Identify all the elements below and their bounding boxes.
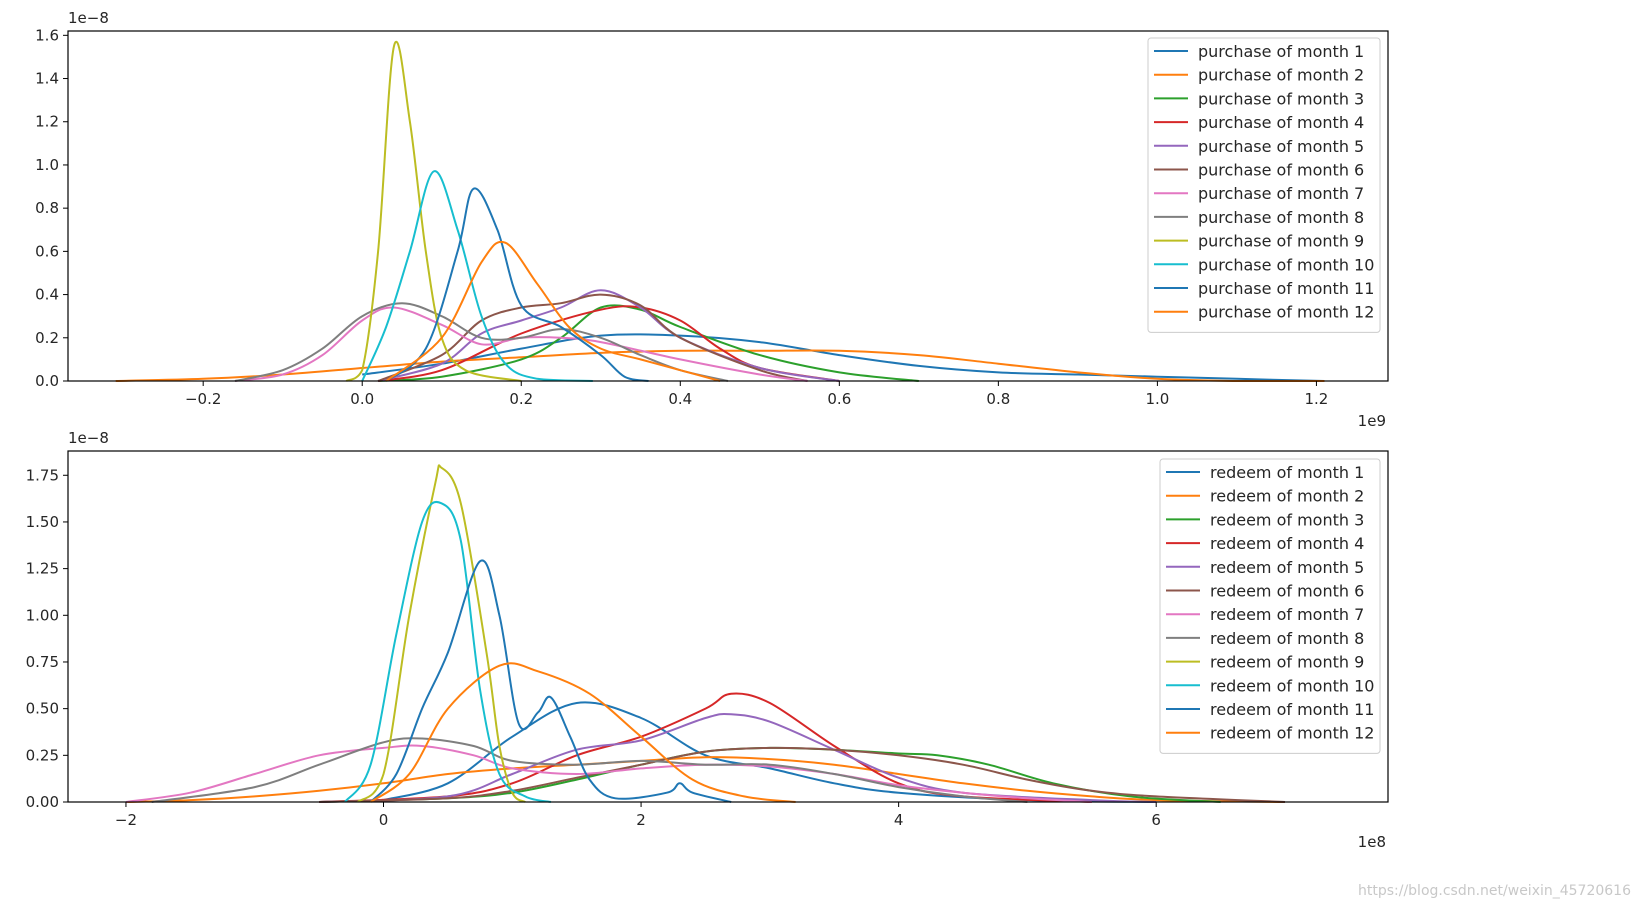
legend-label: purchase of month 2 (1198, 66, 1364, 85)
series-line-1-6 (377, 293, 808, 382)
legend-label: redeem of month 8 (1210, 629, 1364, 648)
legend-label: redeem of month 6 (1210, 582, 1364, 601)
x-tick-label: 0.6 (827, 390, 851, 408)
legend-label: redeem of month 4 (1210, 534, 1364, 553)
legend-box (1159, 458, 1381, 754)
y-tick-label: 0.6 (35, 242, 59, 260)
legend: redeem of month 1 redeem of month 2 redeem… (1159, 458, 1381, 754)
y-tick-label: 1.4 (35, 70, 59, 88)
x-tick-label: 6 (1151, 811, 1161, 829)
legend-label: purchase of month 8 (1198, 208, 1364, 227)
y-tick-label: 0.2 (35, 329, 59, 347)
x-tick-label: 0 (379, 811, 389, 829)
y-tick-label: 1.0 (35, 156, 59, 174)
y-tick-label: 0.25 (26, 746, 59, 764)
series-line-2-11 (369, 559, 732, 803)
legend-box (1147, 37, 1381, 333)
series-line-2-9 (357, 464, 526, 803)
y-tick-label: 0.00 (26, 793, 59, 811)
x-tick-label: 2 (636, 811, 646, 829)
y-tick-label: 0.4 (35, 286, 59, 304)
chart-panel-2: −2 0 2 4 6 0.00 0.25 0.50 0.75 1.00 1.25 1.50 1.75 1e… (26, 429, 1389, 851)
chart-panel-1: −0.2 0.0 0.2 0.4 0.6 0.8 1.0 1.2 0.0 0.2 0.4 0.6 0.8… (35, 9, 1389, 430)
y-tick-label: 1.50 (26, 513, 59, 531)
legend-label: purchase of month 12 (1198, 303, 1374, 322)
x-scale-label: 1e9 (1358, 412, 1386, 430)
y-tick-label: 1.6 (35, 26, 59, 44)
x-tick-label: −0.2 (185, 390, 221, 408)
series-line-1-8 (234, 302, 729, 382)
legend-label: purchase of month 7 (1198, 184, 1364, 203)
series-line-1-7 (234, 306, 808, 382)
y-tick-label: 1.25 (26, 560, 59, 578)
legend-label: redeem of month 7 (1210, 605, 1364, 624)
series-line-1-11 (385, 187, 649, 382)
legend-label: purchase of month 9 (1198, 232, 1364, 251)
y-tick-label: 0.0 (35, 372, 59, 390)
legend-label: purchase of month 11 (1198, 279, 1374, 298)
legend-label: purchase of month 5 (1198, 137, 1364, 156)
y-scale-label: 1e−8 (68, 429, 109, 447)
legend-label: redeem of month 5 (1210, 558, 1364, 577)
x-scale-label: 1e8 (1358, 833, 1386, 851)
series-line-2-8 (151, 737, 1028, 803)
series-line-1-12 (385, 240, 721, 382)
plot-frame (67, 450, 1389, 803)
legend-label: redeem of month 10 (1210, 676, 1374, 695)
series-line-2-12 (370, 662, 796, 803)
legend: purchase of month 1 purchase of month 2 pu… (1147, 37, 1381, 333)
x-tick-label: 0.4 (668, 390, 692, 408)
series-line-1-10 (361, 170, 593, 382)
series-line-2-3 (319, 746, 1221, 803)
x-tick-label: −2 (115, 811, 137, 829)
legend-label: redeem of month 1 (1210, 463, 1364, 482)
y-tick-label: 0.75 (26, 653, 59, 671)
series-line-2-2 (125, 756, 1286, 803)
x-tick-label: 1.2 (1305, 390, 1329, 408)
legend-label: redeem of month 2 (1210, 487, 1364, 506)
legend-label: purchase of month 3 (1198, 89, 1364, 108)
x-tick-label: 0.0 (350, 390, 374, 408)
series-line-1-3 (378, 304, 919, 382)
x-tick-label: 0.2 (509, 390, 533, 408)
series-line-1-1 (362, 333, 1325, 382)
legend-label: redeem of month 12 (1210, 724, 1374, 743)
x-tick-label: 0.8 (986, 390, 1010, 408)
legend-label: redeem of month 3 (1210, 510, 1364, 529)
y-tick-label: 1.75 (26, 466, 59, 484)
legend-label: purchase of month 10 (1198, 255, 1374, 274)
watermark: https://blog.csdn.net/weixin_45720616 (1357, 883, 1631, 899)
series-line-1-9 (345, 41, 522, 382)
y-tick-label: 1.00 (26, 606, 59, 624)
y-tick-label: 0.8 (35, 199, 59, 217)
legend-label: purchase of month 6 (1198, 161, 1364, 180)
series-line-2-10 (344, 500, 552, 803)
series-line-1-2 (115, 349, 1325, 383)
legend-label: redeem of month 11 (1210, 700, 1374, 719)
legend-label: purchase of month 4 (1198, 113, 1364, 132)
plot-frame (67, 30, 1389, 382)
y-tick-label: 0.50 (26, 700, 59, 718)
series-line-2-7 (125, 744, 1092, 803)
x-tick-label: 1.0 (1145, 390, 1169, 408)
y-scale-label: 1e−8 (68, 9, 109, 27)
y-tick-label: 1.2 (35, 113, 59, 131)
legend-label: purchase of month 1 (1198, 42, 1364, 61)
x-tick-label: 4 (894, 811, 904, 829)
legend-label: redeem of month 9 (1210, 653, 1364, 672)
